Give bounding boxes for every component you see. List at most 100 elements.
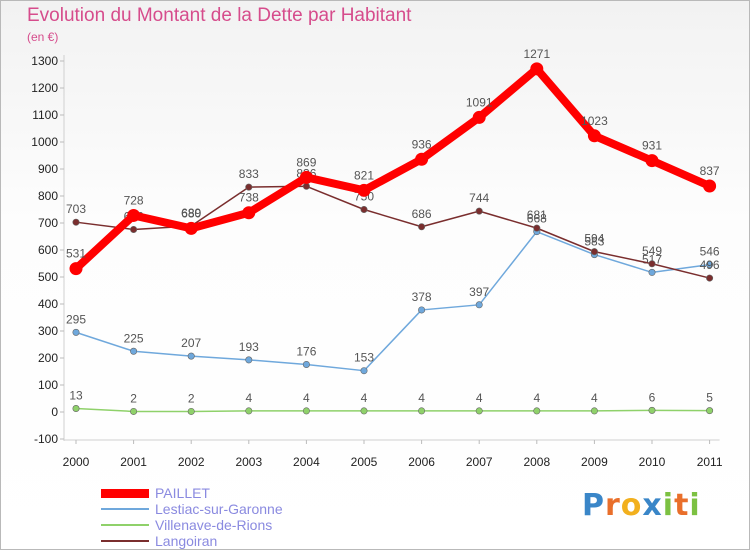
- data-label: 4: [418, 391, 425, 405]
- data-point: [69, 262, 83, 276]
- data-point: [299, 170, 313, 184]
- data-label: 496: [700, 258, 720, 272]
- series-line: [75, 407, 711, 413]
- data-label: 821: [354, 168, 374, 182]
- data-point: [72, 218, 80, 226]
- data-label: 6: [649, 390, 656, 404]
- data-point: [360, 206, 368, 214]
- data-point: [706, 261, 714, 269]
- data-point: [590, 248, 598, 256]
- y-tick-label: 500: [38, 270, 58, 284]
- chart-title: Evolution du Montant de la Dette par Hab…: [27, 5, 412, 26]
- data-point: [127, 208, 141, 222]
- brand-letter: P: [582, 488, 605, 523]
- brand-letter: o: [620, 488, 643, 523]
- data-point: [245, 407, 253, 415]
- data-label: 744: [469, 191, 489, 205]
- data-point: [587, 129, 601, 143]
- data-label: 728: [124, 193, 144, 207]
- data-label: 583: [584, 235, 604, 249]
- data-label: 397: [469, 285, 489, 299]
- brand-letter: x: [642, 488, 663, 523]
- legend-swatch: [101, 508, 149, 510]
- x-tick-label: 2011: [697, 455, 723, 469]
- data-point: [418, 407, 426, 415]
- data-point: [245, 356, 253, 364]
- data-label: 2: [130, 391, 137, 405]
- data-label: 686: [412, 207, 432, 221]
- data-point: [360, 407, 368, 415]
- x-tick-label: 2009: [581, 455, 608, 469]
- data-label: 4: [533, 391, 540, 405]
- data-label: 738: [239, 191, 259, 205]
- legend-label: Langoiran: [155, 533, 218, 549]
- y-tick-label: 600: [38, 243, 58, 257]
- y-tick-label: 300: [38, 324, 58, 338]
- y-tick-label: 200: [38, 351, 58, 365]
- legend-swatch: [101, 540, 149, 542]
- data-point: [357, 183, 371, 197]
- legend-label: PAILLET: [155, 485, 210, 501]
- data-point: [187, 407, 195, 415]
- data-point: [530, 62, 544, 76]
- data-label: 1271: [523, 47, 550, 61]
- data-point: [130, 347, 138, 355]
- x-tick-label: 2005: [351, 455, 378, 469]
- data-label: 378: [412, 290, 432, 304]
- data-label: 837: [700, 164, 720, 178]
- data-point: [533, 224, 541, 232]
- data-point: [187, 352, 195, 360]
- legend-label: Lestiac-sur-Garonne: [155, 501, 283, 517]
- data-point: [415, 152, 429, 166]
- series-villenave-de-rions: 13 2 2 4 4 4 4 4 4 4 6 5: [69, 388, 714, 415]
- brand-letter: i: [689, 488, 701, 523]
- series-line: [72, 64, 714, 273]
- y-tick-label: 800: [38, 189, 58, 203]
- data-label: 549: [642, 244, 662, 258]
- data-label: 295: [66, 312, 86, 326]
- data-point: [302, 182, 310, 190]
- data-point: [706, 407, 714, 415]
- data-label: 4: [591, 391, 598, 405]
- data-label: 1023: [581, 114, 608, 128]
- data-label: 4: [245, 391, 252, 405]
- x-tick-label: 2008: [523, 455, 550, 469]
- data-label: 931: [642, 139, 662, 153]
- x-tick-label: 2002: [178, 455, 205, 469]
- data-label: 703: [66, 202, 86, 216]
- brand-letter: t: [674, 488, 690, 523]
- data-point: [475, 301, 483, 309]
- data-point: [475, 407, 483, 415]
- data-point: [703, 179, 717, 193]
- y-tick-label: 1100: [32, 108, 58, 122]
- data-label: 936: [412, 137, 432, 151]
- data-point: [72, 404, 80, 412]
- y-tick-label: 1300: [31, 54, 58, 68]
- data-label: 5: [706, 391, 713, 405]
- y-tick-label: 100: [38, 378, 58, 392]
- data-point: [302, 407, 310, 415]
- data-point: [706, 274, 714, 282]
- data-point: [245, 183, 253, 191]
- data-label: 689: [181, 206, 201, 220]
- data-label: 4: [476, 391, 483, 405]
- data-label: 2: [188, 391, 195, 405]
- x-tick-label: 2006: [408, 455, 435, 469]
- y-tick-label: 0: [51, 405, 58, 419]
- data-point: [72, 328, 80, 336]
- data-label: 680: [181, 206, 201, 220]
- y-axis-unit: (en €): [27, 30, 59, 44]
- data-label: 869: [296, 155, 316, 169]
- data-label: 1091: [466, 95, 493, 109]
- x-tick-label: 2003: [235, 455, 262, 469]
- data-label: 225: [124, 331, 144, 345]
- data-label: 668: [527, 212, 547, 226]
- data-point: [590, 407, 598, 415]
- x-tick-label: 2000: [63, 455, 90, 469]
- x-tick-label: 2010: [639, 455, 666, 469]
- series-line: [75, 185, 711, 279]
- data-point: [418, 306, 426, 314]
- data-label: 594: [584, 232, 604, 246]
